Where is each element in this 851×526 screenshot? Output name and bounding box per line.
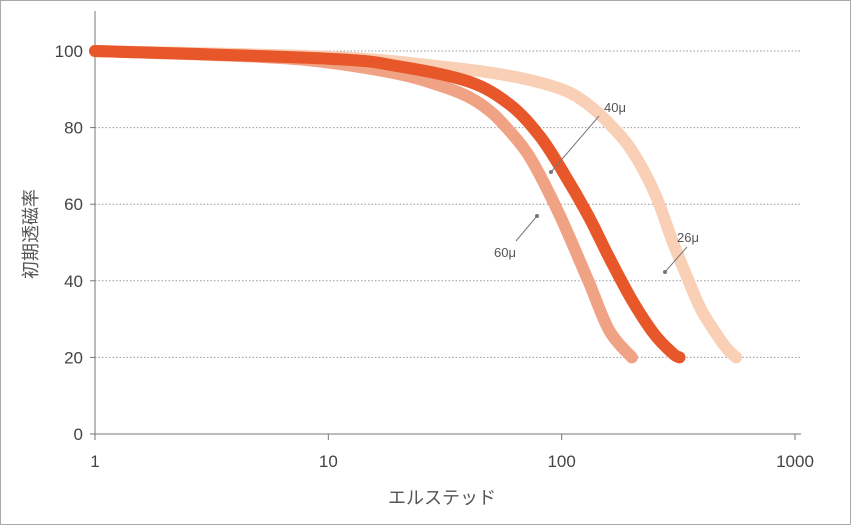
annotation-dot-60 xyxy=(535,214,539,218)
y-tick-label: 20 xyxy=(64,348,83,367)
x-tick-label: 10 xyxy=(319,452,338,471)
annotations: 40μ 60μ 26μ xyxy=(494,100,699,274)
annotation-26: 26μ xyxy=(677,230,699,245)
series-line-40μ xyxy=(89,45,686,364)
x-tick-label: 1000 xyxy=(776,452,814,471)
tick-labels: 0 20 40 60 80 100 1 10 100 1000 xyxy=(55,42,814,471)
y-tick-label: 80 xyxy=(64,119,83,138)
y-tick-label: 100 xyxy=(55,42,83,61)
y-tick-label: 0 xyxy=(74,425,83,444)
annotation-60: 60μ xyxy=(494,245,516,260)
x-tick-label: 1 xyxy=(90,452,99,471)
annotation-leader-60 xyxy=(515,215,538,242)
gridlines xyxy=(95,50,801,358)
annotation-leader-40 xyxy=(550,115,600,173)
series-lines xyxy=(89,45,743,364)
y-tick-label: 60 xyxy=(64,195,83,214)
y-axis-title: 初期透磁率 xyxy=(21,189,42,279)
annotation-dot-26 xyxy=(663,270,667,274)
x-axis-title: エルステッド xyxy=(388,488,496,509)
x-tick-label: 100 xyxy=(547,452,575,471)
annotation-leader-26 xyxy=(664,246,688,273)
y-tick-label: 40 xyxy=(64,272,83,291)
annotation-dot-40 xyxy=(549,170,553,174)
axes xyxy=(94,11,801,435)
annotation-40: 40μ xyxy=(604,100,626,115)
